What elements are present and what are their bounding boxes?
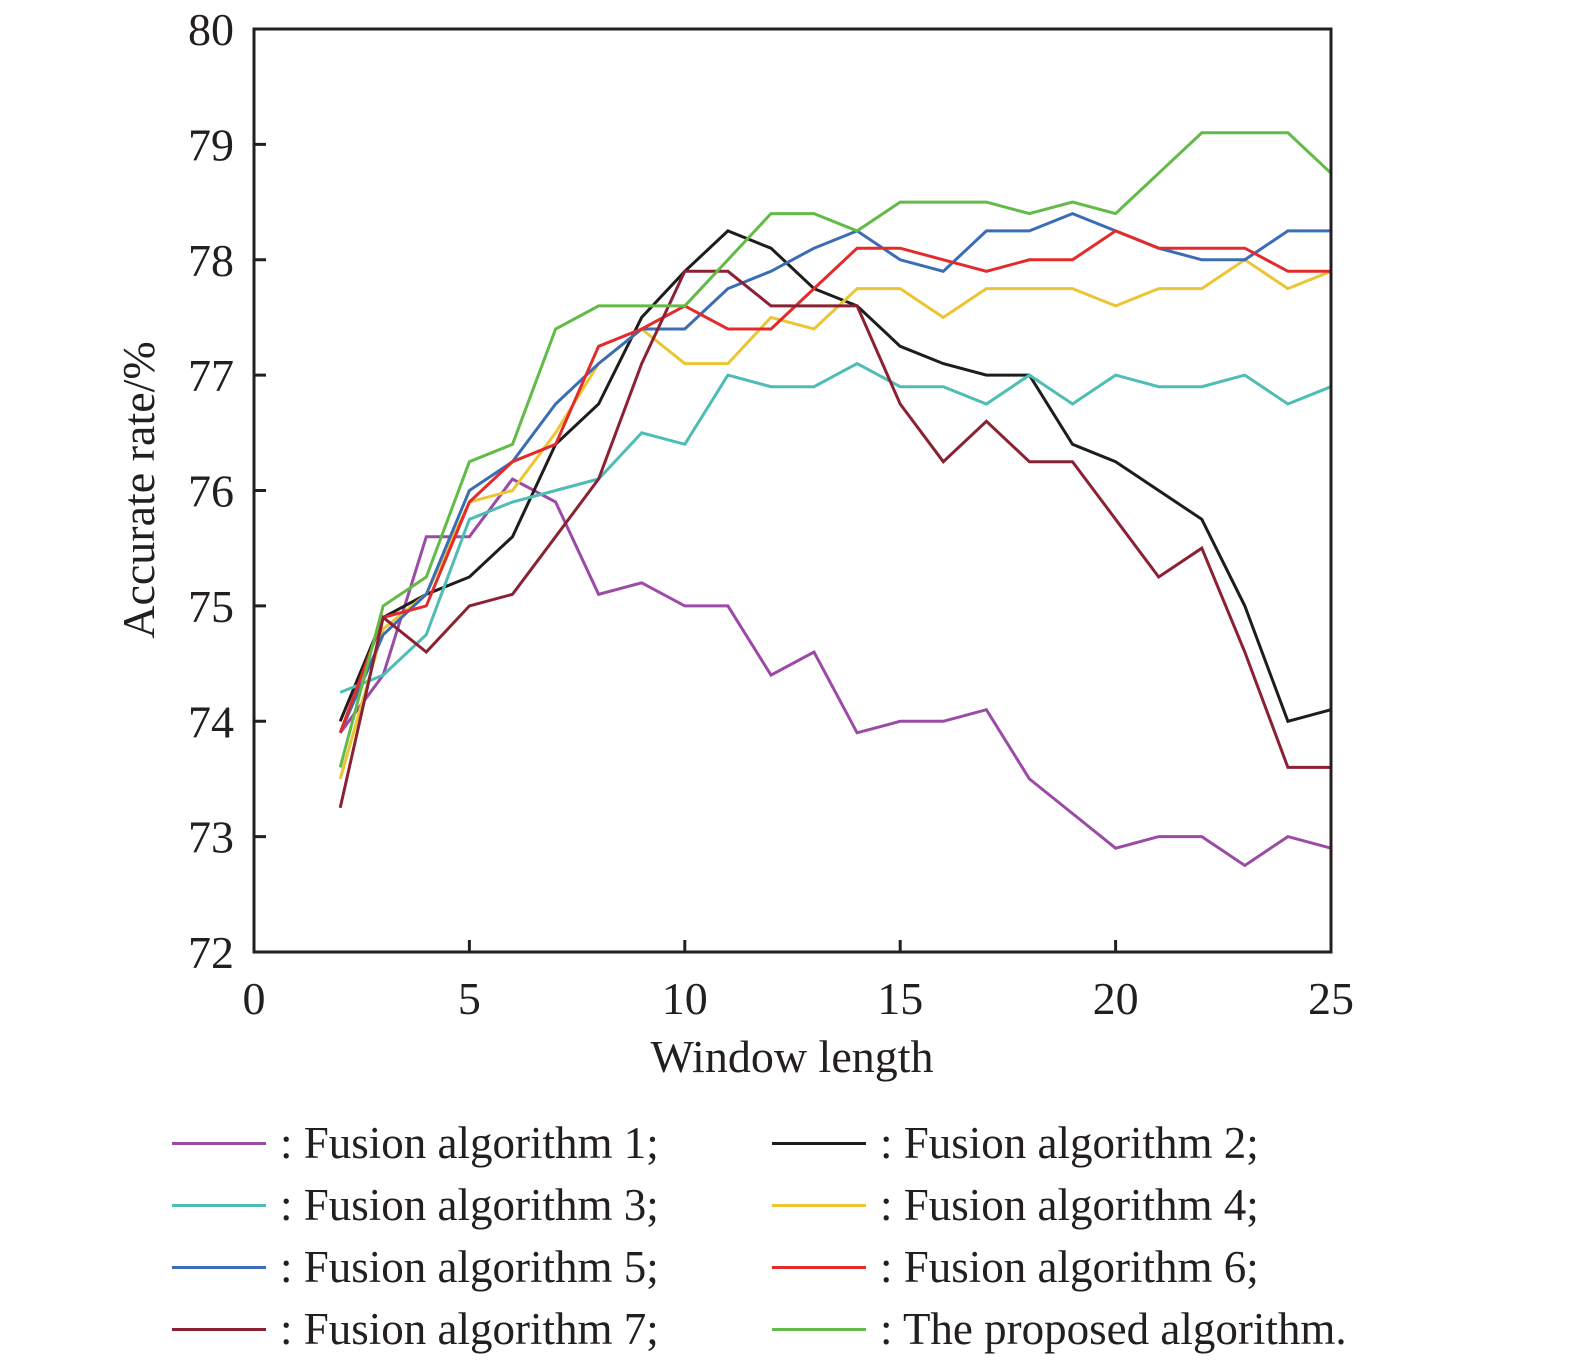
line-chart: 0 5 10 15 20 25 72 73 74 75 76 77 78 79 80 Window len… <box>113 4 1354 1082</box>
series-line-5 <box>338 211 1331 734</box>
legend-label: : Fusion algorithm 7; <box>280 1303 659 1354</box>
series-line-6 <box>338 229 1331 734</box>
series-line-2 <box>338 229 1332 724</box>
series-line-3 <box>339 361 1332 694</box>
series-line-7 <box>338 269 1331 809</box>
legend-swatch <box>172 1141 266 1145</box>
legend-item-fusion-7: : Fusion algorithm 7; <box>172 1303 772 1354</box>
legend-item-fusion-1: : Fusion algorithm 1; <box>172 1117 772 1168</box>
legend-item-fusion-6: : Fusion algorithm 6; <box>772 1241 1259 1292</box>
y-tick-label: 76 <box>188 466 234 517</box>
series-line-4 <box>338 257 1332 780</box>
x-tick-label: 0 <box>243 973 266 1024</box>
legend-label: : Fusion algorithm 2; <box>880 1117 1259 1168</box>
legend-swatch <box>772 1265 866 1269</box>
y-tick-label: 72 <box>188 927 234 978</box>
y-tick-label: 79 <box>188 119 234 170</box>
legend-row: : Fusion algorithm 5; : Fusion algorithm… <box>172 1236 1472 1298</box>
y-tick-label: 75 <box>188 581 234 632</box>
y-tick-label: 77 <box>188 350 234 401</box>
y-axis-ticks: 72 73 74 75 76 77 78 79 80 <box>188 4 266 978</box>
x-tick-label: 5 <box>458 973 481 1024</box>
legend-item-proposed: : The proposed algorithm. <box>772 1303 1347 1354</box>
legend: : Fusion algorithm 1; : Fusion algorithm… <box>172 1112 1472 1360</box>
legend-swatch <box>172 1265 266 1269</box>
x-tick-label: 25 <box>1308 973 1354 1024</box>
legend-item-fusion-5: : Fusion algorithm 5; <box>172 1241 772 1292</box>
axes <box>252 27 1333 954</box>
series-line-8 <box>338 131 1333 768</box>
plot-lines <box>338 131 1333 868</box>
y-tick-label: 74 <box>188 696 234 747</box>
legend-label: : Fusion algorithm 4; <box>880 1179 1259 1230</box>
legend-label: : The proposed algorithm. <box>880 1303 1347 1354</box>
x-tick-label: 20 <box>1093 973 1139 1024</box>
x-tick-label: 15 <box>877 973 923 1024</box>
y-tick-label: 73 <box>188 812 234 863</box>
legend-item-fusion-4: : Fusion algorithm 4; <box>772 1179 1259 1230</box>
legend-item-fusion-3: : Fusion algorithm 3; <box>172 1179 772 1230</box>
x-tick-label: 10 <box>662 973 708 1024</box>
legend-row: : Fusion algorithm 7; : The proposed alg… <box>172 1298 1472 1360</box>
legend-label: : Fusion algorithm 5; <box>280 1241 659 1292</box>
legend-label: : Fusion algorithm 6; <box>880 1241 1259 1292</box>
legend-label: : Fusion algorithm 1; <box>280 1117 659 1168</box>
x-axis-title: Window length <box>650 1031 933 1082</box>
legend-swatch <box>772 1141 866 1145</box>
legend-swatch <box>172 1203 266 1207</box>
y-axis-title: Accurate rate/% <box>113 341 164 639</box>
x-axis-ticks: 0 5 10 15 20 25 <box>243 940 1354 1024</box>
y-tick-label: 78 <box>188 235 234 286</box>
legend-swatch <box>772 1327 866 1331</box>
plot-frame <box>252 27 1333 954</box>
legend-row: : Fusion algorithm 3; : Fusion algorithm… <box>172 1174 1472 1236</box>
legend-row: : Fusion algorithm 1; : Fusion algorithm… <box>172 1112 1472 1174</box>
legend-label: : Fusion algorithm 3; <box>280 1179 659 1230</box>
series-line-1 <box>338 477 1332 868</box>
legend-item-fusion-2: : Fusion algorithm 2; <box>772 1117 1259 1168</box>
legend-swatch <box>772 1203 866 1207</box>
y-tick-label: 80 <box>188 4 234 55</box>
legend-swatch <box>172 1327 266 1331</box>
